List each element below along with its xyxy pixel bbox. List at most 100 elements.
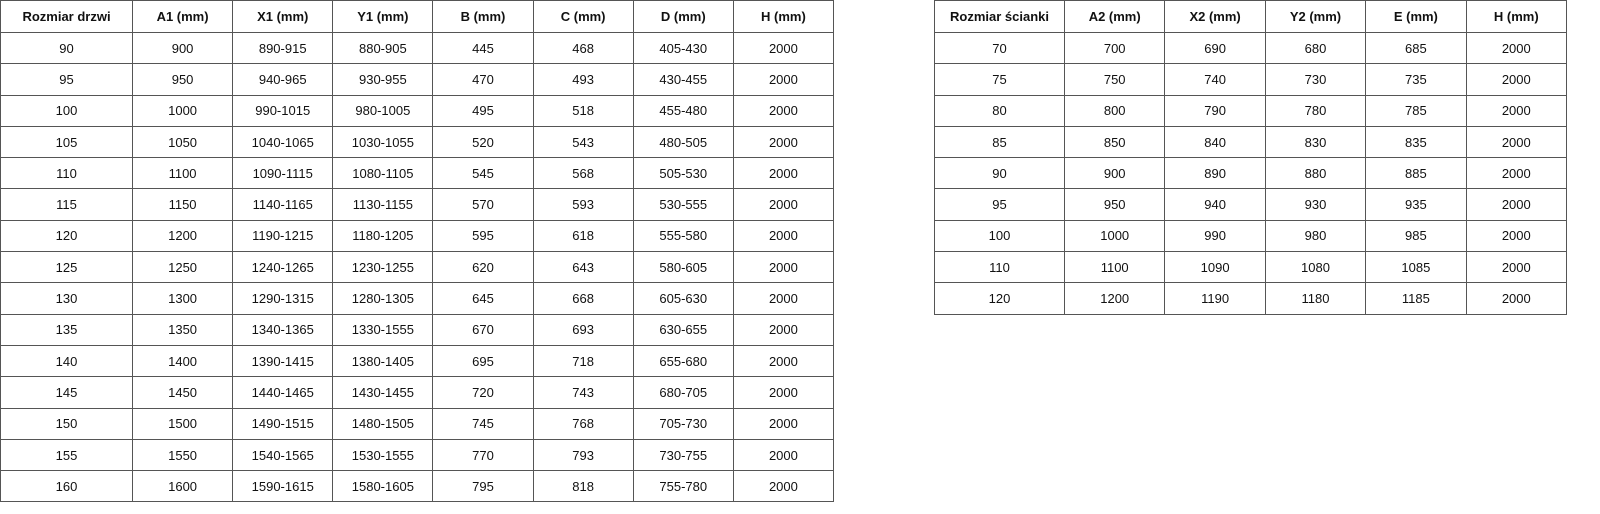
table-cell: 1350 xyxy=(131,313,234,346)
column-header: X2 (mm) xyxy=(1164,0,1266,33)
table-cell: 1000 xyxy=(1063,219,1166,253)
table-cell: 1030-1055 xyxy=(332,125,434,159)
table-cell: 1100 xyxy=(131,157,234,190)
table-row: 115 1150 1140-1165 1130-1155 570 593 530-555 20… xyxy=(0,188,835,221)
table-cell: 100 xyxy=(934,219,1065,253)
table-cell: 1500 xyxy=(131,407,234,440)
table-cell: 120 xyxy=(934,282,1065,315)
table-cell: 2000 xyxy=(1465,188,1568,221)
table-header-row: Rozmiar ścianki A2 (mm) X2 (mm) Y2 (mm) E (m… xyxy=(934,0,1568,33)
table-cell: 1530-1555 xyxy=(332,438,434,472)
table-cell: 593 xyxy=(532,188,634,221)
table-cell: 980-1005 xyxy=(332,94,434,127)
table-cell: 685 xyxy=(1365,31,1467,65)
table-row: 155 1550 1540-1565 1530-1555 770 793 730-755 20… xyxy=(0,438,835,472)
table-cell: 115 xyxy=(0,188,133,221)
table-cell: 120 xyxy=(0,219,133,253)
table-cell: 160 xyxy=(0,470,133,503)
table-cell: 1440-1465 xyxy=(232,376,334,409)
table-cell: 130 xyxy=(0,282,133,315)
table-row: 110 1100 1090-1115 1080-1105 545 568 505-530 20… xyxy=(0,157,835,190)
table-cell: 620 xyxy=(432,251,534,284)
table-row: 120 1200 1190 1180 1185 2000 xyxy=(934,282,1568,315)
table-cell: 505-530 xyxy=(632,157,734,190)
table-cell: 700 xyxy=(1063,31,1166,65)
table-cell: 690 xyxy=(1164,31,1266,65)
table-cell: 1085 xyxy=(1365,251,1467,284)
table-cell: 1340-1365 xyxy=(232,313,334,346)
table-cell: 445 xyxy=(432,31,534,65)
table-cell: 750 xyxy=(1063,63,1166,96)
table-cell: 950 xyxy=(1063,188,1166,221)
column-header: C (mm) xyxy=(532,0,634,33)
table-row: 105 1050 1040-1065 1030-1055 520 543 480-505 20… xyxy=(0,125,835,159)
table-cell: 105 xyxy=(0,125,133,159)
table-cell: 1180-1205 xyxy=(332,219,434,253)
table-cell: 2000 xyxy=(732,157,835,190)
table-cell: 2000 xyxy=(1465,282,1568,315)
table-cell: 785 xyxy=(1365,94,1467,127)
table-cell: 493 xyxy=(532,63,634,96)
table-cell: 155 xyxy=(0,438,133,472)
table-cell: 110 xyxy=(934,251,1065,284)
table-cell: 1490-1515 xyxy=(232,407,334,440)
table-cell: 643 xyxy=(532,251,634,284)
table-cell: 1540-1565 xyxy=(232,438,334,472)
table-cell: 1140-1165 xyxy=(232,188,334,221)
table-cell: 405-430 xyxy=(632,31,734,65)
table-cell: 1180 xyxy=(1264,282,1367,315)
table-row: 140 1400 1390-1415 1380-1405 695 718 655-680 20… xyxy=(0,344,835,378)
table-cell: 605-630 xyxy=(632,282,734,315)
table-cell: 1100 xyxy=(1063,251,1166,284)
table-cell: 680 xyxy=(1264,31,1367,65)
table-cell: 1190 xyxy=(1164,282,1266,315)
table-cell: 1590-1615 xyxy=(232,470,334,503)
table-row: 100 1000 990 980 985 2000 xyxy=(934,219,1568,253)
table-cell: 95 xyxy=(934,188,1065,221)
table-cell: 693 xyxy=(532,313,634,346)
table-cell: 1200 xyxy=(131,219,234,253)
table-cell: 2000 xyxy=(732,438,835,472)
table-cell: 2000 xyxy=(732,470,835,503)
table-row: 160 1600 1590-1615 1580-1605 795 818 755-780 20… xyxy=(0,470,835,503)
column-header: E (mm) xyxy=(1365,0,1467,33)
table-cell: 618 xyxy=(532,219,634,253)
table-cell: 720 xyxy=(432,376,534,409)
table-cell: 2000 xyxy=(732,344,835,378)
table-cell: 780 xyxy=(1264,94,1367,127)
table-cell: 570 xyxy=(432,188,534,221)
table-cell: 850 xyxy=(1063,125,1166,159)
table-cell: 990 xyxy=(1164,219,1266,253)
table-cell: 1300 xyxy=(131,282,234,315)
table-cell: 2000 xyxy=(1465,31,1568,65)
table-cell: 890 xyxy=(1164,157,1266,190)
table-row: 90 900 890 880 885 2000 xyxy=(934,157,1568,190)
table-cell: 940 xyxy=(1164,188,1266,221)
table-cell: 2000 xyxy=(1465,125,1568,159)
table-row: 75 750 740 730 735 2000 xyxy=(934,63,1568,96)
table-cell: 740 xyxy=(1164,63,1266,96)
table-cell: 480-505 xyxy=(632,125,734,159)
table-cell: 793 xyxy=(532,438,634,472)
table-cell: 85 xyxy=(934,125,1065,159)
table-cell: 630-655 xyxy=(632,313,734,346)
column-header: A2 (mm) xyxy=(1063,0,1166,33)
table-cell: 545 xyxy=(432,157,534,190)
table-cell: 2000 xyxy=(732,94,835,127)
table-cell: 930-955 xyxy=(332,63,434,96)
table-row: 80 800 790 780 785 2000 xyxy=(934,94,1568,127)
table-cell: 695 xyxy=(432,344,534,378)
door-size-table: Rozmiar drzwi A1 (mm) X1 (mm) Y1 (mm) B (mm)… xyxy=(0,0,835,503)
table-cell: 135 xyxy=(0,313,133,346)
column-header: A1 (mm) xyxy=(131,0,234,33)
table-cell: 568 xyxy=(532,157,634,190)
table-cell: 1480-1505 xyxy=(332,407,434,440)
table-cell: 950 xyxy=(131,63,234,96)
table-cell: 520 xyxy=(432,125,534,159)
table-cell: 2000 xyxy=(1465,63,1568,96)
table-cell: 150 xyxy=(0,407,133,440)
table-cell: 745 xyxy=(432,407,534,440)
table-cell: 1200 xyxy=(1063,282,1166,315)
table-cell: 1280-1305 xyxy=(332,282,434,315)
table-cell: 900 xyxy=(1063,157,1166,190)
